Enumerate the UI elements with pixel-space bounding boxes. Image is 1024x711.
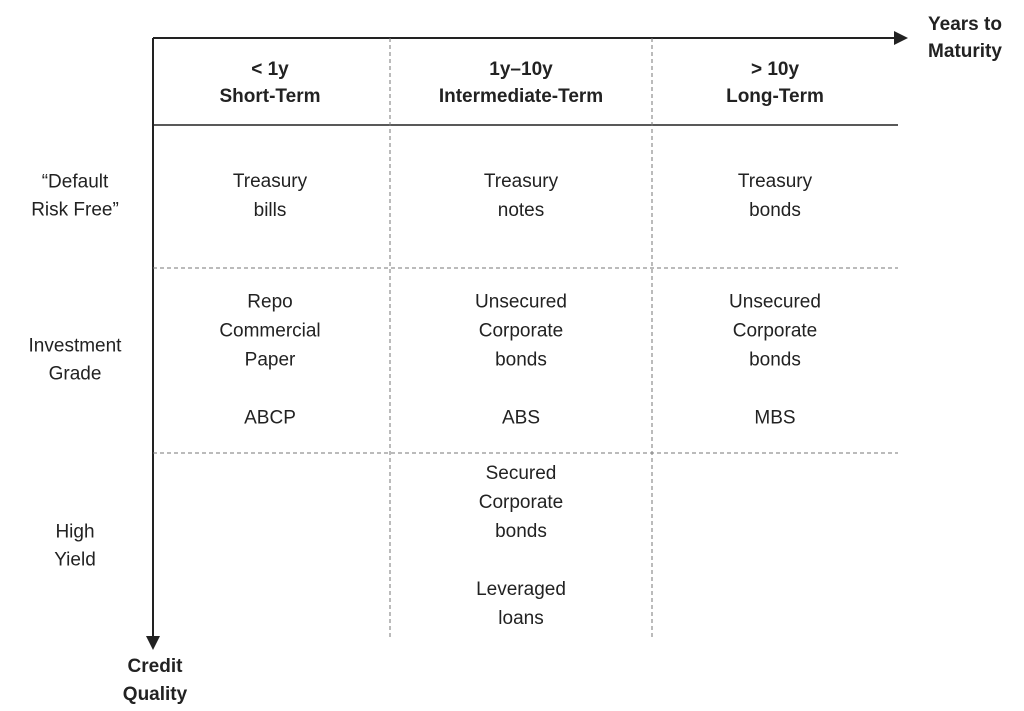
cell-text: Secured (486, 463, 557, 484)
cell-text: Commercial (219, 321, 320, 342)
column-label: Short-Term (220, 86, 321, 107)
row-label: “Default (42, 172, 109, 193)
x-axis-label: Maturity (928, 41, 1002, 62)
cell-text: Treasury (233, 171, 308, 192)
cell-text: Corporate (479, 492, 564, 513)
y-axis-label: Quality (123, 684, 188, 705)
cell-text: Corporate (733, 321, 818, 342)
cell-text: bills (254, 200, 287, 221)
cell-text: loans (498, 608, 543, 629)
cell-text: bonds (749, 200, 801, 221)
cell-text: Leveraged (476, 579, 566, 600)
row-label: Yield (54, 550, 96, 571)
column-range: > 10y (751, 59, 800, 80)
y-axis-label: Credit (128, 656, 184, 677)
cell-text: notes (498, 200, 544, 221)
cell-text: Repo (247, 292, 292, 313)
cell-text: Unsecured (729, 292, 821, 313)
row-label: Risk Free” (31, 200, 119, 221)
column-range: 1y–10y (489, 59, 553, 80)
cell-text: Treasury (738, 171, 813, 192)
cell-text: bonds (495, 350, 547, 371)
row-label: High (55, 522, 94, 543)
cell-text: bonds (495, 521, 547, 542)
column-label: Intermediate-Term (439, 86, 603, 107)
cell-text: bonds (749, 350, 801, 371)
row-label: Grade (49, 364, 102, 385)
cell-text: Unsecured (475, 292, 567, 313)
column-range: < 1y (251, 59, 289, 80)
cell-text: ABS (502, 408, 540, 429)
x-axis-label: Years to (928, 14, 1002, 35)
cell-text: Treasury (484, 171, 559, 192)
cell-text: Corporate (479, 321, 564, 342)
y-axis-arrow (146, 636, 160, 650)
cell-text: Paper (245, 350, 296, 371)
cell-text: MBS (754, 408, 795, 429)
column-label: Long-Term (726, 86, 824, 107)
row-label: Investment (29, 336, 123, 357)
cell-text: ABCP (244, 408, 296, 429)
x-axis-arrow (894, 31, 908, 45)
